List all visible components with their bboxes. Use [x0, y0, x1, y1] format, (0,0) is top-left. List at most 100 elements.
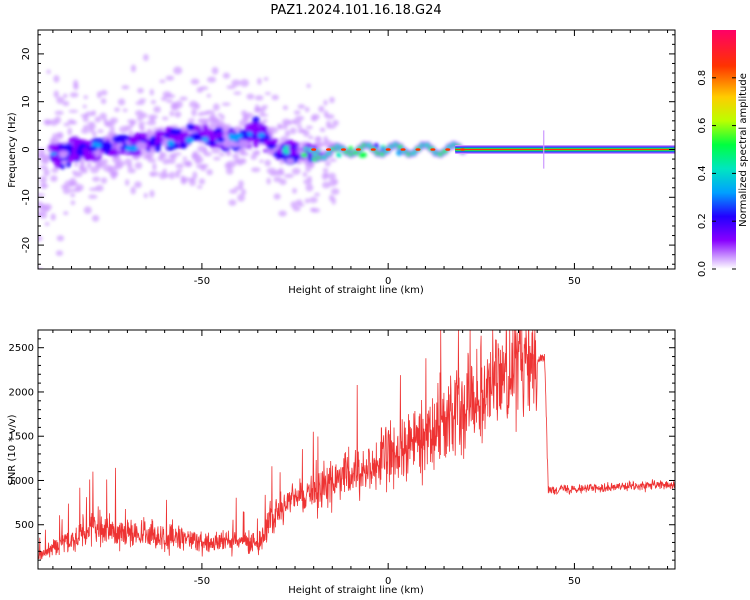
spectrogram-cell: [304, 198, 310, 204]
spectrogram-cell: [65, 161, 72, 168]
snr-marks: [38, 330, 675, 560]
spectrogram-cell: [153, 106, 161, 113]
spectrogram-cell: [231, 141, 240, 148]
spectrogram-cell: [299, 128, 306, 133]
spectrogram-marks: [38, 54, 675, 269]
spectrogram-cell: [165, 75, 175, 81]
spectrogram-cell: [117, 98, 126, 106]
spectrogram-cell: [297, 125, 303, 129]
spectrogram-cell: [279, 178, 287, 186]
spectrogram-cell: [271, 94, 279, 101]
spectrogram-cell: [352, 150, 359, 155]
spectrogram-cell: [135, 101, 145, 106]
spectrogram-cell: [242, 114, 247, 122]
spectrogram-cell: [174, 111, 182, 118]
spectrogram-cell: [44, 222, 50, 226]
spectrogram-cell: [50, 213, 56, 221]
spectrogram-cell: [221, 102, 231, 106]
spectrogram-cell: [39, 176, 47, 184]
spectrogram-cell: [231, 79, 241, 87]
spectrogram-cell: [127, 168, 136, 174]
spectrogram-cell: [355, 148, 361, 151]
spectrogram-cell: [98, 159, 109, 164]
spectrogram-cell: [330, 188, 340, 195]
spectrogram-cell: [191, 108, 197, 117]
spectrogram-cell: [259, 159, 264, 163]
spectrogram-cell: [197, 118, 206, 124]
spectrogram-cell: [51, 155, 60, 163]
spectrogram-cell: [328, 172, 336, 181]
spectrogram-cell: [174, 170, 181, 179]
spectrogram-cell: [147, 158, 156, 163]
spectrogram-cell: [90, 166, 100, 174]
spectrogram-cell: [130, 64, 137, 73]
x-tick-label: 50: [568, 276, 581, 287]
spectrogram-cell: [62, 93, 68, 99]
spectrogram-cell: [166, 140, 175, 147]
spectrogram-cell: [67, 119, 75, 124]
snr-panel: -50 0 50 500 1000 1500 2000 2500 Height of str…: [7, 329, 676, 596]
spectrogram-cell: [130, 186, 136, 195]
spectrogram-cell: [264, 91, 271, 96]
spectrogram-cell: [137, 87, 144, 94]
x-tick-label: 0: [385, 276, 391, 287]
spectrogram-cell: [185, 137, 194, 144]
spectrogram-cell: [46, 69, 51, 74]
spectrogram-cell: [81, 169, 88, 174]
spectrogram-cell: [82, 104, 87, 109]
spectrogram-cell: [149, 189, 155, 198]
spectrogram-cell: [240, 158, 247, 164]
spectrogram-cell: [263, 77, 269, 81]
spectrogram-cell: [190, 78, 200, 85]
spectrogram-cell: [91, 215, 100, 222]
colorbar-tick-label: 0.4: [697, 165, 708, 181]
spectrogram-cell: [197, 145, 207, 153]
spectrogram-cell: [51, 167, 59, 173]
spectrogram-cell: [254, 106, 261, 113]
spectrogram-cell: [149, 139, 156, 146]
spectrogram-cell: [309, 196, 318, 204]
spectrogram-cell: [95, 184, 104, 192]
spectrogram-cell: [137, 121, 146, 125]
spectrogram-cell: [223, 138, 233, 148]
spectrogram-cell: [258, 113, 269, 117]
spectrogram-cell: [56, 96, 65, 104]
spectrogram-cell: [89, 123, 96, 130]
spectrogram-cell: [158, 126, 166, 131]
spectrogram-cell: [203, 151, 212, 157]
y-tick-label: 1500: [9, 432, 34, 443]
spectrogram-cell: [217, 113, 222, 117]
spectrogram-cell: [283, 173, 294, 179]
spectrogram-cell: [55, 250, 64, 256]
spectrogram-cell: [121, 85, 130, 90]
spectrogram-cell: [189, 100, 198, 109]
spectrogram-cell: [83, 206, 92, 214]
spectrogram-cell: [96, 91, 102, 99]
spectrogram-cell: [53, 90, 59, 99]
spectrogram-cell: [254, 150, 261, 154]
y-tick-label: 500: [15, 520, 34, 531]
spectrogram-cell: [192, 171, 198, 180]
spectrogram-cell: [261, 104, 269, 109]
x-tick-label: -50: [194, 576, 210, 587]
spectrogram-cell: [169, 110, 175, 117]
spectrogram-cell: [160, 96, 168, 101]
spectrogram-cell: [45, 119, 51, 126]
spectrogram-cell: [315, 136, 321, 140]
spectrogram-cell: [124, 158, 133, 166]
spectrogram-cell: [80, 113, 89, 118]
spectrogram-cell: [309, 207, 317, 212]
y-tick-label: 20: [21, 48, 32, 61]
spectrogram-cell: [162, 91, 172, 98]
spectrogram-cell: [233, 137, 239, 142]
spectrogram-cell: [325, 120, 332, 128]
y-tick-label: 10: [21, 95, 32, 108]
spectrogram-cell: [149, 116, 156, 123]
spectrogram-cell: [252, 138, 260, 148]
spectrogram-cell: [50, 175, 58, 182]
spectrogram-cell: [306, 83, 311, 89]
spectrogram-cell: [119, 146, 126, 150]
spectrogram-cell: [302, 171, 308, 178]
spectrogram-cell: [71, 170, 77, 174]
spectrogram-cell: [68, 109, 79, 113]
